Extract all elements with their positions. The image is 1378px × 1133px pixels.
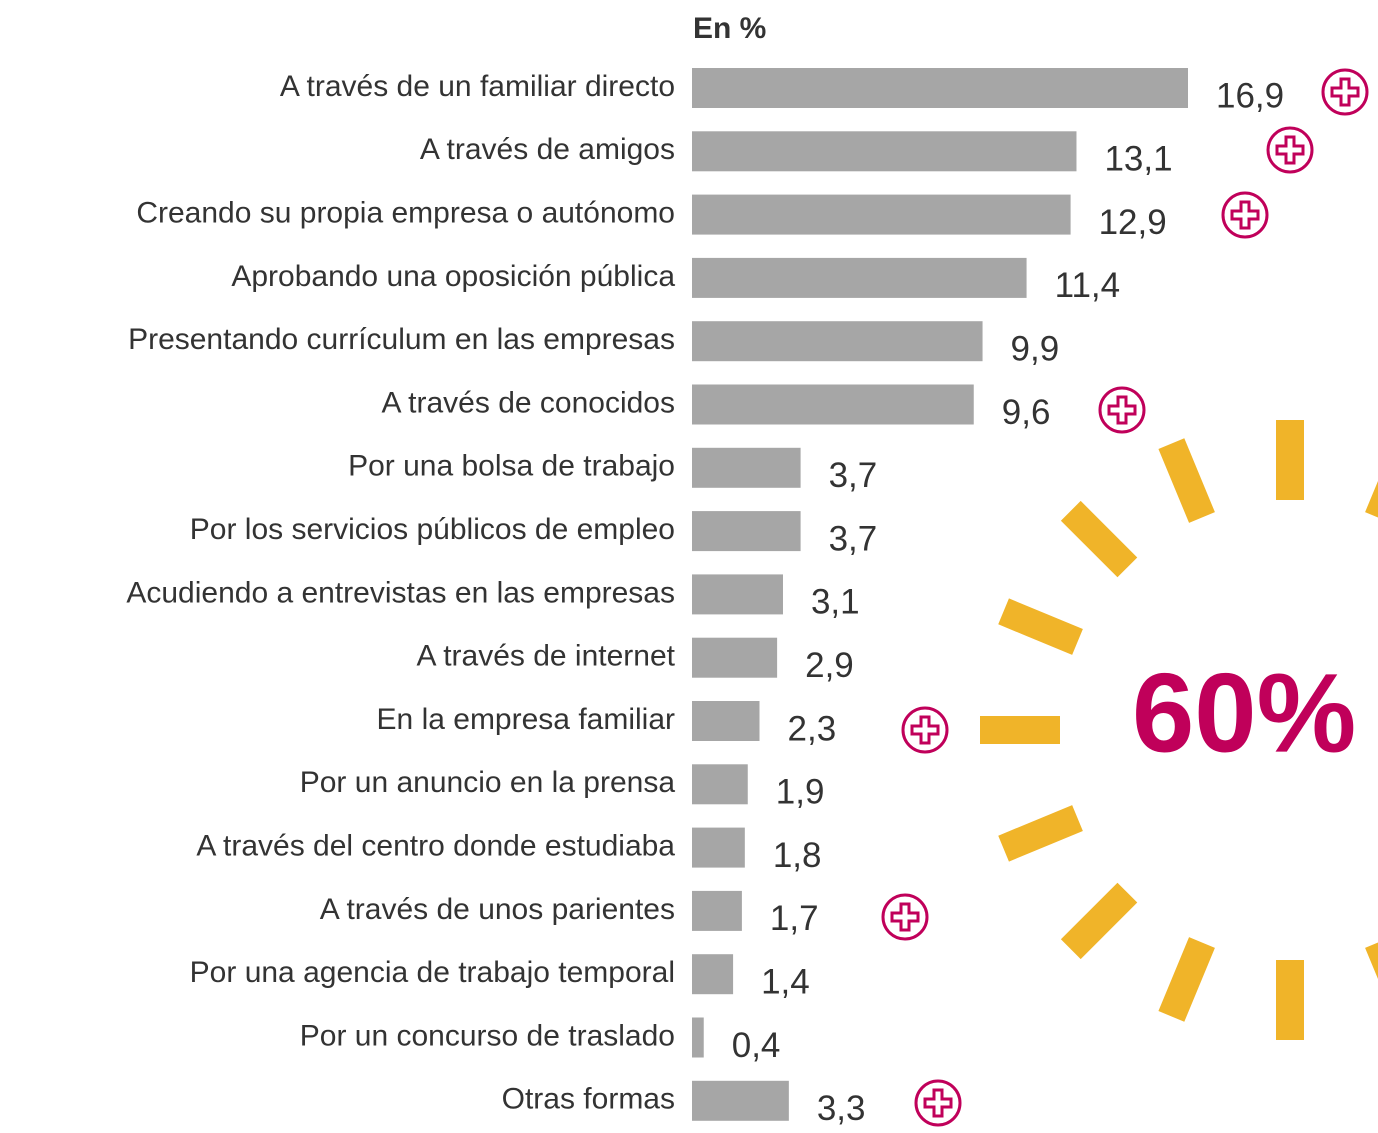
value-label: 3,1 xyxy=(811,583,860,622)
bar xyxy=(692,131,1077,172)
value-label: 3,3 xyxy=(817,1089,866,1128)
category-label: A través de internet xyxy=(417,640,676,673)
ray xyxy=(1158,937,1215,1022)
category-label: Presentando currículum en las empresas xyxy=(128,323,675,356)
value-label: 16,9 xyxy=(1216,76,1284,115)
sunburst xyxy=(980,420,1378,1040)
category-label: Por los servicios públicos de empleo xyxy=(190,513,675,546)
bar xyxy=(692,257,1027,298)
value-label: 1,4 xyxy=(761,962,810,1001)
value-label: 13,1 xyxy=(1104,140,1172,179)
category-label: Por un anuncio en la prensa xyxy=(300,766,676,799)
category-label: Creando su propia empresa o autónomo xyxy=(136,197,675,230)
category-label: En la empresa familiar xyxy=(377,703,675,736)
subtitle: En % xyxy=(693,12,766,45)
bar xyxy=(692,321,983,362)
value-label: 9,9 xyxy=(1011,329,1060,368)
category-label: Por un concurso de traslado xyxy=(300,1019,675,1052)
bar xyxy=(692,574,783,615)
bar xyxy=(692,954,734,995)
bar xyxy=(692,1017,704,1058)
ray xyxy=(1158,438,1215,523)
value-label: 3,7 xyxy=(829,519,878,558)
bar xyxy=(692,68,1188,108)
ray xyxy=(998,805,1083,862)
value-label: 1,8 xyxy=(773,836,822,875)
bar xyxy=(692,194,1071,235)
value-label: 12,9 xyxy=(1099,203,1167,242)
value-label: 2,3 xyxy=(788,709,837,748)
bar xyxy=(692,1080,789,1121)
ray xyxy=(998,598,1083,655)
ray xyxy=(1060,882,1138,960)
bar xyxy=(692,890,742,931)
category-label: A través de amigos xyxy=(420,133,675,166)
value-label: 11,4 xyxy=(1055,266,1121,305)
plus-icons xyxy=(881,68,1369,1127)
big-annotation: 60% xyxy=(1132,651,1356,776)
bar xyxy=(692,384,974,425)
category-label: Aprobando una oposición pública xyxy=(231,260,675,293)
category-label: A través de unos parientes xyxy=(320,893,675,926)
category-label: Otras formas xyxy=(502,1083,675,1116)
value-label: 3,7 xyxy=(829,456,878,495)
category-label: A través de un familiar directo xyxy=(280,70,675,103)
category-label: Por una agencia de trabajo temporal xyxy=(190,956,675,989)
bar xyxy=(692,637,778,678)
value-label: 2,9 xyxy=(805,646,854,685)
value-label: 0,4 xyxy=(732,1026,781,1065)
category-label: A través de conocidos xyxy=(381,386,675,419)
bar xyxy=(692,701,760,741)
bar xyxy=(692,827,745,868)
category-label: Por una bolsa de trabajo xyxy=(348,450,675,483)
value-label: 1,7 xyxy=(770,899,819,938)
ray xyxy=(1060,500,1138,578)
value-label: 1,9 xyxy=(776,773,825,812)
category-label: A través del centro donde estudiaba xyxy=(196,830,675,863)
category-label: Acudiendo a entrevistas en las empresas xyxy=(126,576,675,609)
bar xyxy=(692,764,748,805)
bar xyxy=(692,511,801,552)
bar xyxy=(692,447,801,488)
value-label: 9,6 xyxy=(1002,393,1051,432)
